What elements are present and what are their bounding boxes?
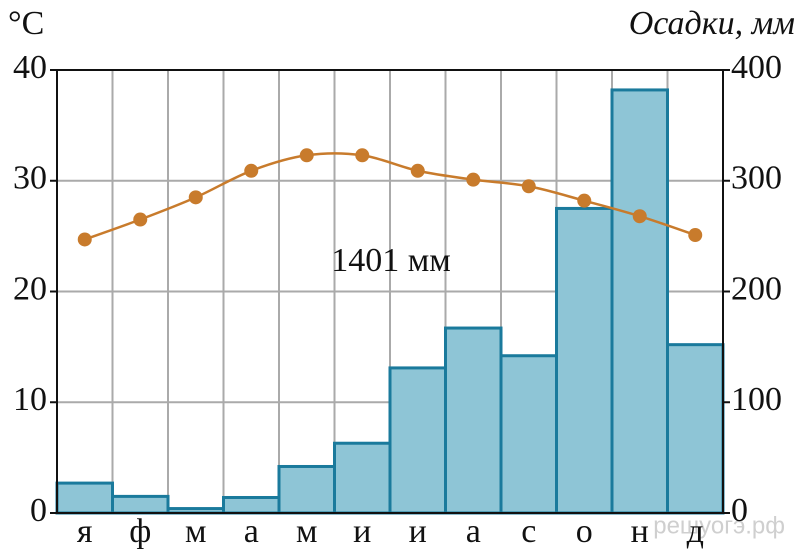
line-point [688, 228, 703, 243]
bar [555, 206, 614, 515]
line-point [77, 232, 92, 247]
line-point [244, 163, 259, 178]
bar [333, 441, 392, 515]
y-tick-label: 10 [13, 381, 47, 418]
y-axis-label: °C [8, 5, 44, 42]
y2-axis-label: Осадки, мм [629, 5, 795, 42]
line-point [188, 190, 203, 205]
x-tick-label: я [77, 513, 93, 550]
watermark: решуогэ.рф [653, 512, 785, 539]
line-point [410, 163, 425, 178]
x-tick-label: и [409, 513, 427, 550]
line-point [355, 148, 370, 163]
bar [610, 88, 669, 515]
y2-tick-label: 400 [731, 49, 782, 86]
x-tick-label: м [296, 513, 318, 550]
y2-tick-label: 0 [731, 492, 748, 529]
line-point [632, 209, 647, 224]
bar [444, 326, 503, 515]
x-tick-label: д [687, 513, 704, 550]
bar [111, 494, 170, 515]
y-tick-label: 30 [13, 160, 47, 197]
x-tick-label: м [185, 513, 207, 550]
bar [388, 366, 447, 515]
x-tick-label: н [631, 513, 649, 550]
line-point [577, 193, 592, 208]
y2-tick-label: 300 [731, 160, 782, 197]
y2-tick-label: 100 [731, 381, 782, 418]
line-point [521, 179, 536, 194]
bar [222, 495, 281, 515]
bar [499, 354, 558, 515]
line-point [133, 212, 148, 227]
x-tick-label: ф [129, 513, 151, 550]
line-point [466, 172, 481, 187]
x-tick-label: и [353, 513, 371, 550]
annotation: 1401 мм [331, 242, 451, 279]
y-tick-label: 40 [13, 49, 47, 86]
y-tick-label: 0 [30, 492, 47, 529]
x-tick-label: о [576, 513, 593, 550]
line-point [299, 148, 314, 163]
bar [277, 464, 336, 515]
x-tick-label: с [521, 513, 536, 550]
y2-tick-label: 200 [731, 270, 782, 307]
bar [55, 481, 114, 515]
x-tick-label: а [466, 513, 481, 550]
x-tick-label: а [244, 513, 259, 550]
y-tick-label: 20 [13, 270, 47, 307]
bar [666, 343, 725, 515]
